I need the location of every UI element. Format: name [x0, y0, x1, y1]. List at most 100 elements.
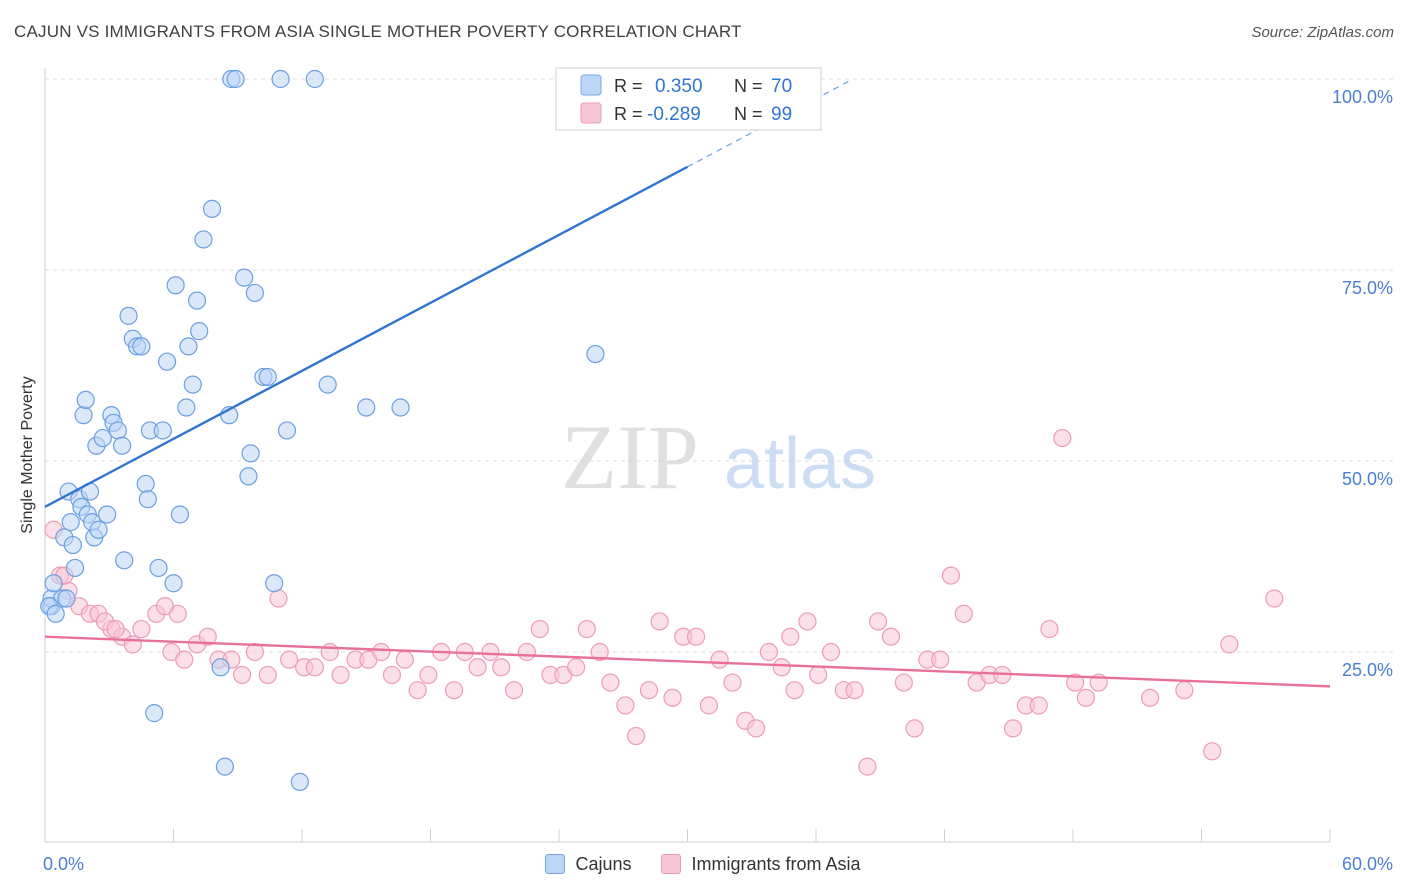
cajun-point	[44, 574, 63, 593]
cajun-point	[145, 704, 164, 723]
asia-point	[577, 619, 596, 639]
legend-item-asia: Immigrants from Asia	[661, 851, 861, 877]
series-cajuns	[40, 69, 605, 791]
cajun-point	[119, 306, 138, 325]
cajun-point	[239, 467, 258, 486]
asia-point	[821, 642, 841, 662]
cajun-point	[271, 69, 290, 89]
cajun-point	[93, 428, 112, 448]
legend-item-cajuns: Cajuns	[545, 851, 631, 877]
asia-point	[408, 681, 427, 700]
asia-point	[132, 619, 151, 639]
asia-point	[1003, 719, 1023, 738]
legend-r-label-2: R =	[614, 104, 643, 124]
asia-point	[258, 665, 277, 685]
cajun-point	[290, 772, 309, 791]
watermark-atlas: atlas	[724, 424, 876, 504]
cajun-point	[166, 276, 185, 295]
cajun-point	[179, 337, 198, 356]
asia-point	[395, 650, 414, 669]
asia-point	[699, 696, 719, 715]
cajun-point	[115, 551, 134, 570]
cajun-point	[89, 520, 108, 539]
cajun-point	[61, 513, 80, 532]
asia-point	[869, 612, 888, 631]
asia-point	[280, 650, 299, 669]
asia-point	[123, 635, 142, 654]
cajun-point	[138, 490, 157, 509]
cajun-point	[202, 199, 222, 218]
cajun-point	[258, 367, 277, 387]
asia-point	[798, 612, 817, 631]
asia-point	[481, 642, 500, 662]
asia-point	[663, 688, 682, 707]
legend-bottom: Cajuns Immigrants from Asia	[0, 851, 1406, 877]
legend-r-label-1: R =	[614, 76, 643, 96]
watermark: ZIP atlas	[561, 406, 876, 508]
cajun-point	[177, 398, 196, 417]
asia-point	[590, 642, 609, 662]
source-label: Source: ZipAtlas.com	[1251, 24, 1394, 41]
legend-swatch-asia	[580, 102, 602, 124]
x-tick-label-min: 0.0%	[43, 854, 84, 874]
grid-lines	[45, 78, 1393, 653]
asia-point	[616, 696, 635, 715]
asia-point	[155, 597, 175, 616]
asia-point	[1053, 428, 1072, 448]
asia-point	[686, 627, 706, 646]
cajun-point	[211, 658, 230, 677]
asia-point	[567, 658, 586, 677]
asia-point	[245, 642, 264, 662]
asia-point	[881, 627, 901, 646]
asia-point	[1175, 681, 1194, 700]
cajun-point	[265, 574, 284, 593]
asia-point	[781, 627, 800, 646]
cajun-point	[157, 352, 177, 371]
asia-point	[444, 681, 464, 700]
asia-point	[639, 681, 659, 700]
x-tick-label-max: 60.0%	[1342, 854, 1393, 874]
legend-swatch-cajuns	[580, 74, 602, 96]
asia-point	[468, 658, 487, 677]
asia-point	[1203, 742, 1222, 761]
asia-point	[305, 658, 324, 677]
asia-point	[772, 658, 791, 677]
asia-point	[931, 650, 950, 669]
asia-point	[382, 665, 402, 685]
asia-point	[905, 719, 924, 738]
legend-r-value-2: -0.289	[647, 104, 701, 125]
cajun-point	[183, 375, 202, 394]
asia-point	[954, 604, 973, 623]
trend-lines	[44, 79, 1331, 688]
cajun-point	[318, 375, 337, 394]
asia-point	[492, 658, 511, 677]
asia-point	[710, 650, 729, 669]
asia-point	[785, 681, 804, 700]
asia-point	[1220, 635, 1239, 654]
cajun-point	[136, 474, 155, 494]
y-tick-label: 25.0%	[1342, 660, 1393, 680]
legend-label-asia: Immigrants from Asia	[691, 853, 861, 874]
cajun-point	[98, 505, 117, 524]
asia-point	[530, 619, 549, 639]
asia-point	[759, 642, 778, 662]
asia-point	[1066, 673, 1085, 692]
legend-n-label-2: N =	[734, 104, 763, 124]
chart-title: CAJUN VS IMMIGRANTS FROM ASIA SINGLE MOT…	[14, 22, 742, 41]
legend-swatch-asia-bottom	[661, 854, 682, 874]
cajun-point	[357, 398, 376, 417]
cajun-point	[74, 406, 93, 425]
asia-point	[320, 642, 339, 662]
asia-point	[894, 673, 913, 692]
y-axis-label: Single Mother Poverty	[19, 376, 36, 534]
cajun-point	[245, 283, 264, 303]
cajun-point	[194, 230, 213, 249]
asia-point	[1265, 589, 1284, 608]
cajun-point	[164, 574, 183, 593]
trend-line-cajuns	[44, 165, 689, 508]
cajun-point	[149, 558, 168, 578]
asia-point	[723, 673, 742, 692]
cajun-point	[65, 558, 85, 578]
asia-point	[175, 650, 194, 669]
